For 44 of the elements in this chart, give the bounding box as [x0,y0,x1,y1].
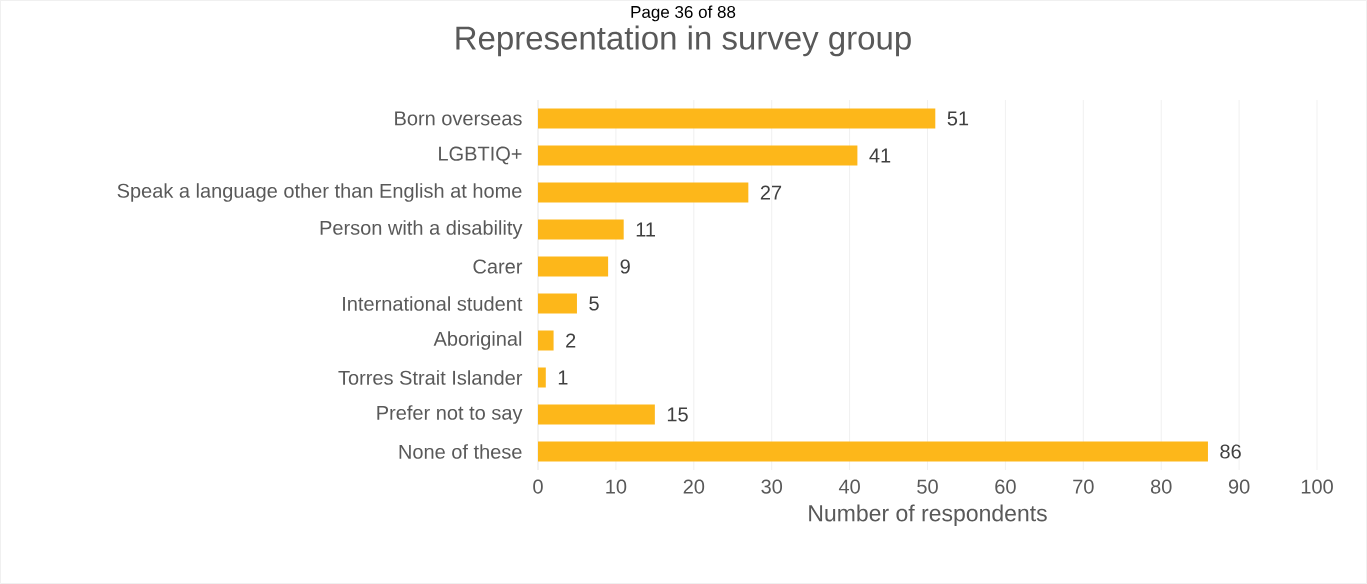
x-tick-label: 80 [1150,479,1172,494]
data-label: 5 [589,296,599,311]
y-tick-label: LGBTIQ+ [439,146,522,165]
data-label: 2 [566,333,576,348]
chart-title: Representation in survey group [456,25,911,57]
bar [538,145,858,166]
x-tick-label: 0 [533,479,543,494]
x-tick-label: 60 [995,479,1016,494]
data-label: 9 [620,259,630,274]
y-tick-label: Torres Strait Islander [338,370,523,385]
bar [538,182,749,203]
data-label: 11 [636,222,655,237]
y-tick-label: Person with a disability [320,220,523,239]
y-tick-label: Aboriginal [433,331,522,350]
bar [538,330,554,351]
y-tick-label: None of these [399,444,522,459]
bar [538,293,577,314]
y-tick-label: Speak a language other than English at home [117,183,522,202]
y-tick-label: Born overseas [395,111,522,126]
bar [538,219,624,240]
x-tick-label: 50 [917,479,938,494]
data-label: 86 [1220,444,1241,459]
bar [538,256,609,277]
data-label: 15 [667,407,688,422]
data-label: 51 [947,111,969,126]
x-tick-label: 10 [606,479,627,494]
bar [538,367,546,388]
data-label: 27 [760,185,782,200]
x-tick-label: 90 [1228,479,1250,494]
x-tick-label: 40 [838,479,860,494]
x-tick-label: 30 [761,479,783,494]
data-label: 41 [869,148,891,163]
data-label: 1 [558,370,568,385]
bar [538,441,1208,462]
x-tick-label: 20 [683,479,705,494]
text: Page 36 of 88 [631,5,736,22]
x-tick-label: 100 [1301,479,1333,494]
x-axis-title: Number of respondents [809,504,1047,526]
bar [538,404,655,425]
y-tick-label: International student [343,296,523,311]
y-tick-label: Carer [473,259,523,274]
y-tick-label: Prefer not to say [377,405,523,424]
x-tick-label: 70 [1073,479,1094,494]
bar [538,108,936,129]
